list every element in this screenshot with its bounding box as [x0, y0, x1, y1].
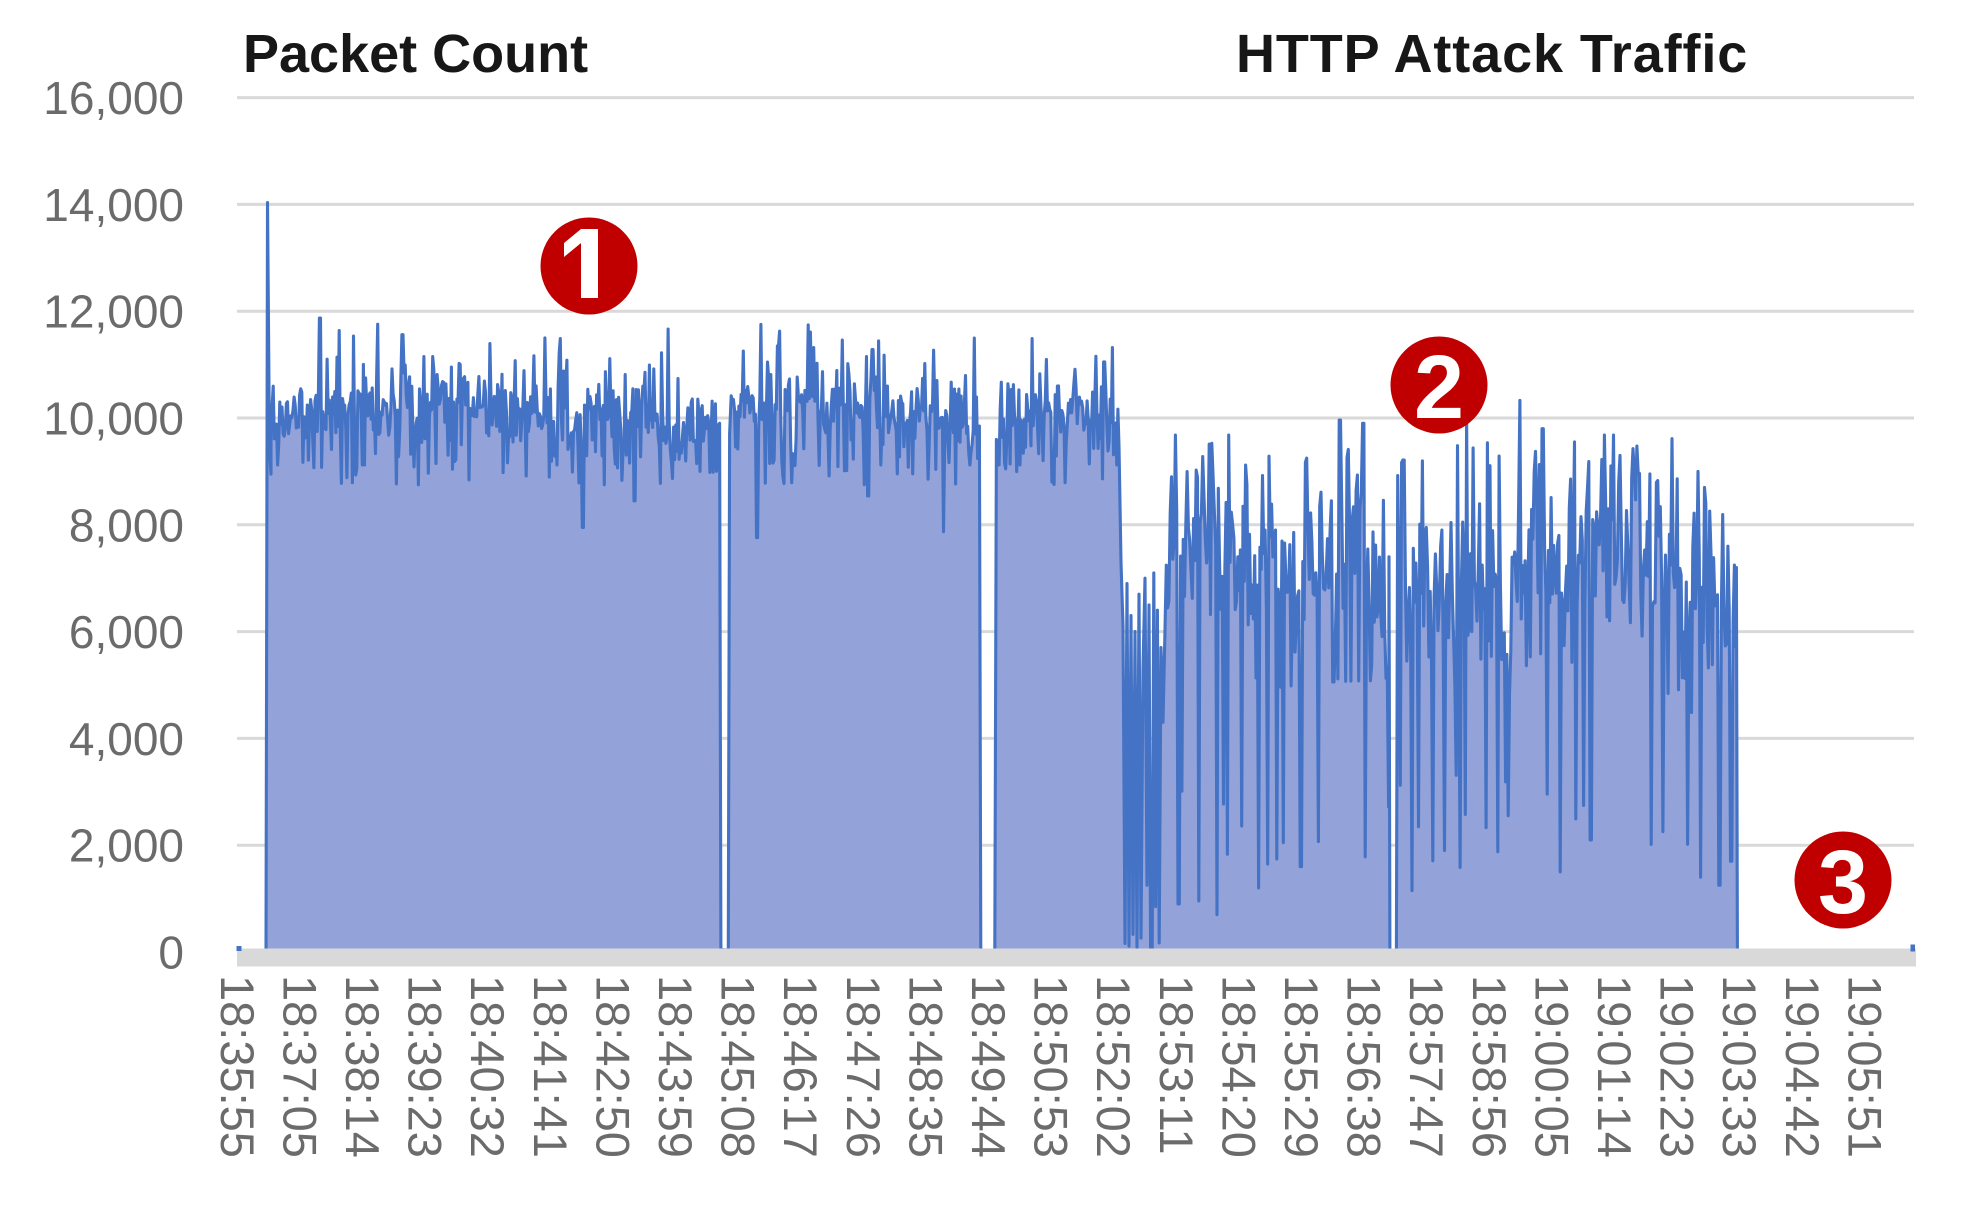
svg-text:14,000: 14,000: [43, 179, 184, 231]
svg-text:18:37:05: 18:37:05: [273, 975, 326, 1158]
svg-text:18:55:29: 18:55:29: [1275, 975, 1328, 1158]
svg-text:18:39:23: 18:39:23: [399, 975, 452, 1158]
svg-text:2: 2: [1414, 338, 1464, 438]
svg-text:HTTP Attack Traffic: HTTP Attack Traffic: [1236, 24, 1748, 84]
svg-text:18:45:08: 18:45:08: [712, 975, 765, 1158]
svg-text:19:01:14: 19:01:14: [1588, 975, 1641, 1158]
svg-text:0: 0: [158, 927, 184, 979]
svg-text:18:41:41: 18:41:41: [524, 975, 577, 1158]
svg-text:18:35:55: 18:35:55: [211, 975, 264, 1158]
svg-text:19:04:42: 19:04:42: [1776, 975, 1829, 1158]
svg-text:18:46:17: 18:46:17: [774, 975, 827, 1158]
svg-text:18:47:26: 18:47:26: [837, 975, 890, 1158]
svg-text:18:42:50: 18:42:50: [586, 975, 639, 1158]
svg-text:18:38:14: 18:38:14: [336, 975, 389, 1158]
svg-text:19:00:05: 19:00:05: [1525, 975, 1578, 1158]
svg-text:16,000: 16,000: [43, 72, 184, 124]
svg-text:4,000: 4,000: [69, 713, 184, 765]
svg-text:3: 3: [1818, 833, 1868, 933]
svg-text:18:56:38: 18:56:38: [1338, 975, 1391, 1158]
svg-text:12,000: 12,000: [43, 286, 184, 338]
svg-text:19:05:51: 19:05:51: [1838, 975, 1891, 1158]
svg-text:18:49:44: 18:49:44: [962, 975, 1015, 1158]
svg-text:18:48:35: 18:48:35: [899, 975, 952, 1158]
svg-text:18:54:20: 18:54:20: [1212, 975, 1265, 1158]
svg-text:18:52:02: 18:52:02: [1087, 975, 1140, 1158]
svg-text:18:58:56: 18:58:56: [1463, 975, 1516, 1158]
svg-text:Packet Count: Packet Count: [243, 24, 588, 84]
svg-text:18:57:47: 18:57:47: [1400, 975, 1453, 1158]
svg-text:18:53:11: 18:53:11: [1150, 975, 1203, 1154]
svg-text:8,000: 8,000: [69, 499, 184, 551]
svg-text:19:02:23: 19:02:23: [1651, 975, 1704, 1158]
svg-text:18:43:59: 18:43:59: [649, 975, 702, 1158]
svg-text:18:40:32: 18:40:32: [461, 975, 514, 1158]
svg-text:19:03:33: 19:03:33: [1713, 975, 1766, 1158]
svg-text:10,000: 10,000: [43, 393, 184, 445]
svg-text:18:50:53: 18:50:53: [1025, 975, 1078, 1158]
svg-text:6,000: 6,000: [69, 606, 184, 658]
svg-text:2,000: 2,000: [69, 820, 184, 872]
